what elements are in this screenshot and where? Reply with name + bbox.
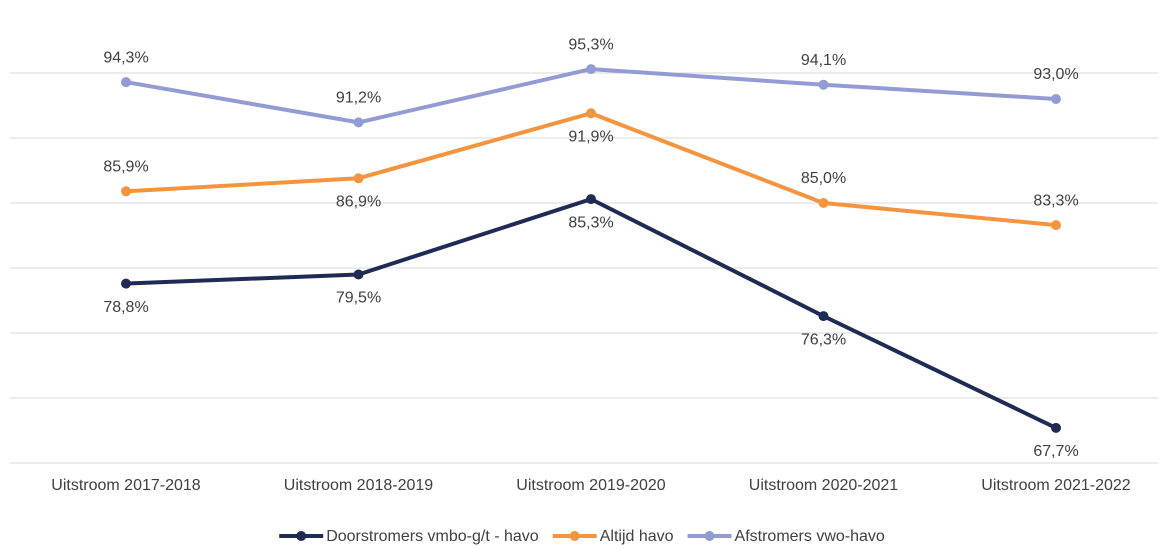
data-label: 95,3% — [568, 36, 613, 53]
point — [1051, 422, 1061, 433]
x-tick-label: Uitstroom 2021-2022 — [981, 477, 1131, 494]
x-tick-label: Uitstroom 2020-2021 — [749, 477, 899, 494]
legend-marker — [296, 531, 307, 541]
point — [353, 173, 364, 184]
point — [818, 79, 829, 90]
legend-label: Afstromers vwo-havo — [735, 528, 885, 545]
legend-marker — [569, 531, 580, 541]
legend-label: Altijd havo — [600, 528, 674, 545]
legend-item: Afstromers vwo-havo — [687, 528, 885, 545]
data-label: 94,1% — [801, 52, 846, 69]
point — [818, 198, 829, 208]
x-tick-label: Uitstroom 2017-2018 — [51, 477, 201, 494]
data-label: 79,5% — [336, 290, 381, 307]
data-label: 76,3% — [801, 331, 846, 348]
legend-item: Altijd havo — [552, 528, 674, 545]
point — [121, 278, 131, 289]
point — [121, 186, 131, 197]
point — [121, 77, 131, 88]
data-label: 67,7% — [1033, 443, 1078, 460]
series-line — [125, 197, 1057, 430]
data-label: 78,8% — [103, 299, 148, 316]
data-label: 91,9% — [568, 129, 613, 146]
data-label: 83,3% — [1033, 192, 1078, 209]
data-label: 94,3% — [103, 49, 148, 66]
point — [353, 269, 364, 280]
data-label: 85,9% — [103, 159, 148, 176]
point — [586, 64, 596, 75]
data-label: 91,2% — [336, 90, 381, 107]
point — [586, 108, 596, 119]
point — [586, 194, 596, 205]
data-label: 85,0% — [801, 170, 846, 187]
data-label: 86,9% — [336, 194, 381, 211]
point — [1051, 94, 1061, 104]
legend-marker — [704, 531, 715, 541]
x-tick-label: Uitstroom 2018-2019 — [284, 477, 434, 494]
point — [353, 117, 364, 128]
legend: Doorstromers vmbo-g/t - havo Altijd havo A… — [279, 528, 885, 545]
data-label: 93,0% — [1033, 66, 1078, 83]
x-tick-label: Uitstroom 2019-2020 — [516, 477, 666, 494]
point — [818, 311, 829, 322]
legend-label: Doorstromers vmbo-g/t - havo — [326, 528, 539, 545]
point — [1051, 220, 1061, 231]
data-label: 85,3% — [568, 214, 613, 231]
legend-item: Doorstromers vmbo-g/t - havo — [279, 528, 539, 545]
